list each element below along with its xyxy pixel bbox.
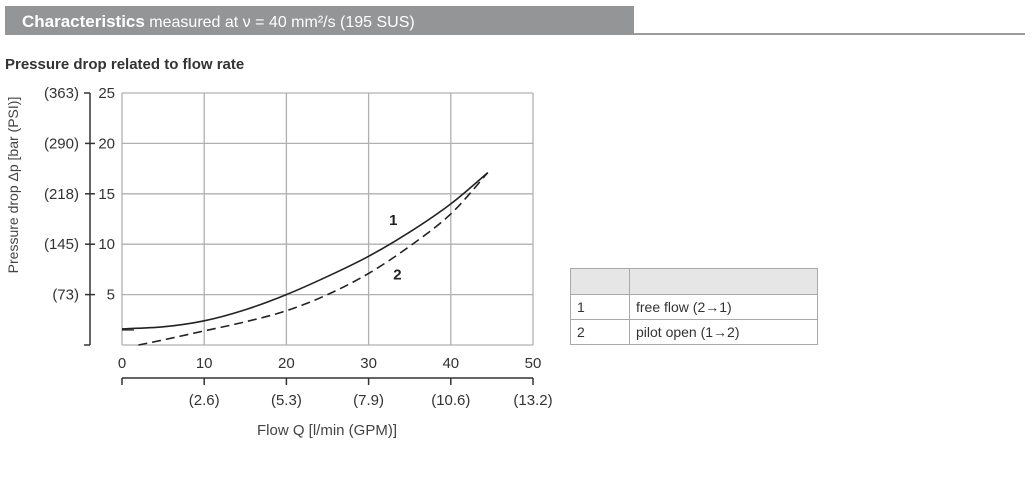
x-tick-label: 30 <box>360 355 377 372</box>
pressure-drop-chart: 5(73)10(145)15(218)20(290)25(363)Pressur… <box>5 85 553 439</box>
x-tick-label: 10 <box>196 355 213 372</box>
section-header-bar <box>5 6 634 35</box>
legend-desc: pilot open (1→2) <box>629 319 818 345</box>
y-tick-label: 20 <box>98 135 115 152</box>
x-tick-label: 40 <box>442 355 459 372</box>
x-axis-label: Flow Q [l/min (GPM)] <box>257 422 397 439</box>
y-tick-label: 10 <box>98 236 115 253</box>
x-tick-label-gpm: (13.2) <box>513 392 552 409</box>
curve-annotation: 1 <box>389 212 397 229</box>
legend-num: 1 <box>570 294 630 320</box>
legend-num: 2 <box>570 319 630 345</box>
y-tick-label: 5 <box>107 287 115 304</box>
curve-1 <box>121 172 489 330</box>
x-tick-label-gpm: (2.6) <box>189 392 220 409</box>
chart-axes <box>84 92 534 385</box>
legend-desc: free flow (2→1) <box>629 294 818 320</box>
section-title-rest: measured at ν = 40 mm²/s (195 SUS) <box>149 14 415 31</box>
chart-labels: 5(73)10(145)15(218)20(290)25(363)Pressur… <box>5 85 553 439</box>
x-tick-label-gpm: (5.3) <box>271 392 302 409</box>
curve-2 <box>138 172 489 346</box>
chart-grid <box>121 92 534 346</box>
y-axis-label: Pressure drop Δp [bar (PSI)] <box>5 97 21 274</box>
x-tick-label-gpm: (7.9) <box>353 392 384 409</box>
header-divider <box>634 33 1025 35</box>
y-tick-label-psi: (363) <box>44 85 79 102</box>
y-tick-label-psi: (145) <box>44 236 79 253</box>
y-tick-label-psi: (290) <box>44 135 79 152</box>
legend-header-num <box>570 268 630 295</box>
chart-title: Pressure drop related to flow rate <box>5 56 245 73</box>
x-tick-label: 50 <box>525 355 542 372</box>
chart-curves <box>121 172 489 346</box>
curve-annotation: 2 <box>393 266 401 283</box>
y-tick-label-psi: (218) <box>44 186 79 203</box>
legend-table: 1 free flow (2→1) 2 pilot open (1→2) <box>570 268 818 345</box>
section-title-bold: Characteristics <box>22 12 145 31</box>
legend-header-row <box>570 268 818 295</box>
legend-row: 2 pilot open (1→2) <box>570 319 818 345</box>
section-title: Characteristics measured at ν = 40 mm²/s… <box>22 12 415 32</box>
legend-row: 1 free flow (2→1) <box>570 294 818 320</box>
y-tick-label: 25 <box>98 85 115 102</box>
x-tick-label: 0 <box>118 355 126 372</box>
x-tick-label: 20 <box>278 355 295 372</box>
y-tick-label-psi: (73) <box>52 287 79 304</box>
x-tick-label-gpm: (10.6) <box>431 392 470 409</box>
legend-header-desc <box>629 268 818 295</box>
y-tick-label: 15 <box>98 186 115 203</box>
